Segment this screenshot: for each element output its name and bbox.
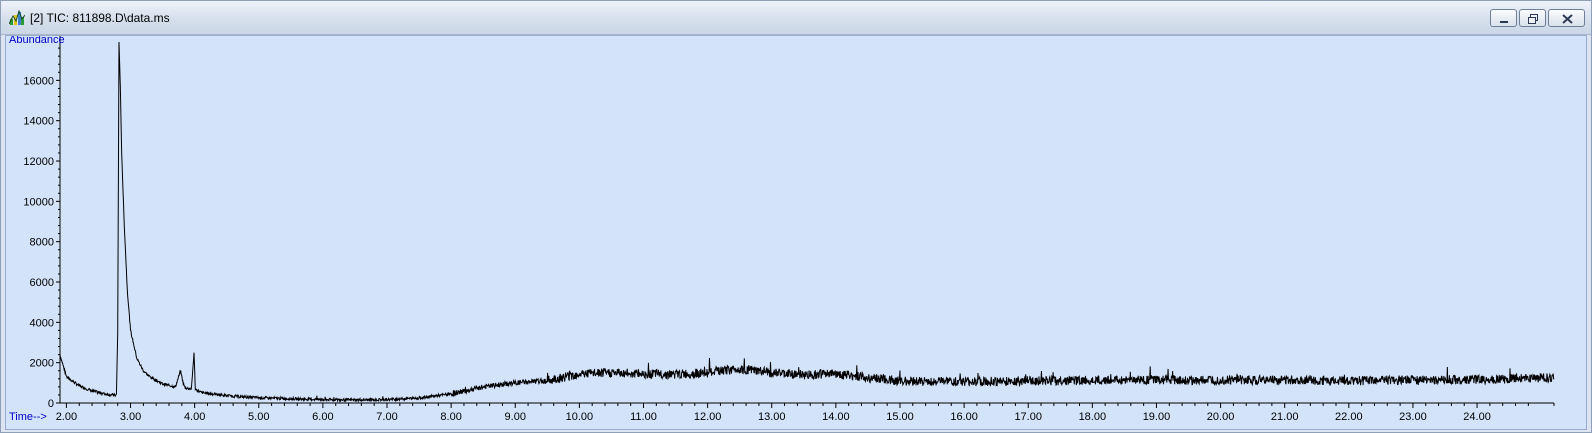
- chromatogram-plot[interactable]: 0 2000 4000 6000 8000 10000 12000 14000 16000 2.…: [5, 35, 1587, 430]
- x-tick-label: 4.00: [184, 411, 205, 423]
- x-tick-label: 3.00: [120, 411, 141, 423]
- x-tick-label: 19.00: [1143, 411, 1171, 423]
- y-tick-label: 6000: [30, 277, 54, 289]
- x-tick-label: 16.00: [950, 411, 978, 423]
- y-tick-label: 16000: [23, 75, 54, 87]
- y-axis-label: Abundance: [9, 36, 65, 46]
- x-tick-label: 17.00: [1014, 411, 1042, 423]
- x-tick-label: 22.00: [1335, 411, 1363, 423]
- y-tick-label: 4000: [30, 317, 54, 329]
- minimize-icon: [1500, 21, 1508, 23]
- x-axis-label: Time-->: [9, 411, 47, 423]
- title-bar[interactable]: [2] TIC: 811898.D\data.ms: [1, 1, 1591, 35]
- y-tick-label: 8000: [30, 237, 54, 249]
- restore-button[interactable]: [1519, 9, 1546, 27]
- x-tick-label: 11.00: [630, 411, 657, 423]
- y-tick-label: 2000: [30, 358, 54, 370]
- x-tick-label: 13.00: [758, 411, 786, 423]
- tic-trace[interactable]: [59, 42, 1555, 403]
- chromatogram-app-icon[interactable]: [8, 9, 26, 26]
- x-tick-label: 23.00: [1399, 411, 1427, 423]
- x-tick-label: 24.00: [1463, 411, 1491, 423]
- x-axis-ticks: 2.00 3.00 4.00 5.00 6.00 7.00 8.00 9.00 10.00 11.…: [56, 403, 1555, 423]
- x-tick-label: 15.00: [886, 411, 914, 423]
- close-icon: [1562, 14, 1573, 24]
- x-tick-label: 18.00: [1079, 411, 1107, 423]
- restore-icon: [1528, 14, 1538, 24]
- x-tick-label: 14.00: [822, 411, 850, 423]
- x-tick-label: 7.00: [376, 411, 397, 423]
- x-tick-label: 21.00: [1271, 411, 1299, 423]
- window-title: [2] TIC: 811898.D\data.ms: [30, 11, 170, 25]
- y-axis-ticks: 0 2000 4000 6000 8000 10000 12000 14000 16000: [23, 47, 60, 410]
- x-tick-label: 6.00: [312, 411, 333, 423]
- x-tick-label: 9.00: [505, 411, 526, 423]
- y-tick-label: 0: [48, 398, 54, 410]
- x-tick-label: 2.00: [56, 411, 77, 423]
- y-tick-label: 14000: [23, 116, 54, 128]
- y-tick-label: 10000: [23, 196, 54, 208]
- x-tick-label: 20.00: [1207, 411, 1235, 423]
- x-tick-label: 12.00: [694, 411, 722, 423]
- close-button[interactable]: [1548, 9, 1585, 27]
- minimize-button[interactable]: [1490, 9, 1517, 27]
- tic-chart[interactable]: 0 2000 4000 6000 8000 10000 12000 14000 16000 2.…: [6, 36, 1586, 429]
- x-tick-label: 8.00: [440, 411, 461, 423]
- y-tick-label: 12000: [23, 156, 54, 168]
- x-tick-label: 5.00: [248, 411, 269, 423]
- x-tick-label: 10.00: [566, 411, 594, 423]
